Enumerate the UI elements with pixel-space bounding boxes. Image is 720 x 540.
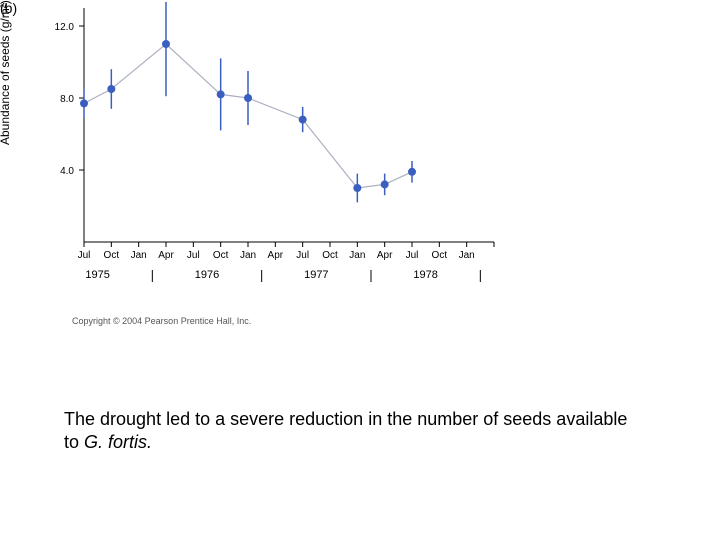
svg-text:Jul: Jul <box>406 250 419 261</box>
svg-text:Apr: Apr <box>268 250 284 261</box>
svg-text:Oct: Oct <box>104 250 120 261</box>
svg-text:Apr: Apr <box>158 250 174 261</box>
svg-text:Oct: Oct <box>322 250 338 261</box>
caption-species: G. fortis. <box>84 432 152 452</box>
svg-text:Jan: Jan <box>240 250 256 261</box>
svg-text:4.0: 4.0 <box>60 166 74 177</box>
svg-text:8.0: 8.0 <box>60 94 74 105</box>
svg-text:Jan: Jan <box>131 250 147 261</box>
svg-text:Jul: Jul <box>296 250 309 261</box>
svg-text:Oct: Oct <box>213 250 229 261</box>
copyright-text: Copyright © 2004 Pearson Prentice Hall, … <box>72 316 251 326</box>
svg-text:12.0: 12.0 <box>55 22 75 33</box>
svg-text:Jan: Jan <box>349 250 365 261</box>
caption: The drought led to a severe reduction in… <box>64 408 644 455</box>
svg-text:1975: 1975 <box>85 269 109 281</box>
seed-abundance-chart: 4.0 8.0 12.0 Jul Oct Jan Apr Jul Oct Jan Apr Jul Oct… <box>34 2 504 312</box>
svg-text:Jul: Jul <box>187 250 200 261</box>
y-axis-label: Abundance of seeds (g/m²) <box>0 0 12 145</box>
svg-text:1976: 1976 <box>195 269 219 281</box>
svg-text:1977: 1977 <box>304 269 328 281</box>
svg-text:Apr: Apr <box>377 250 393 261</box>
svg-text:1978: 1978 <box>413 269 437 281</box>
svg-text:Oct: Oct <box>432 250 448 261</box>
svg-text:Jul: Jul <box>78 250 91 261</box>
svg-text:Jan: Jan <box>459 250 475 261</box>
